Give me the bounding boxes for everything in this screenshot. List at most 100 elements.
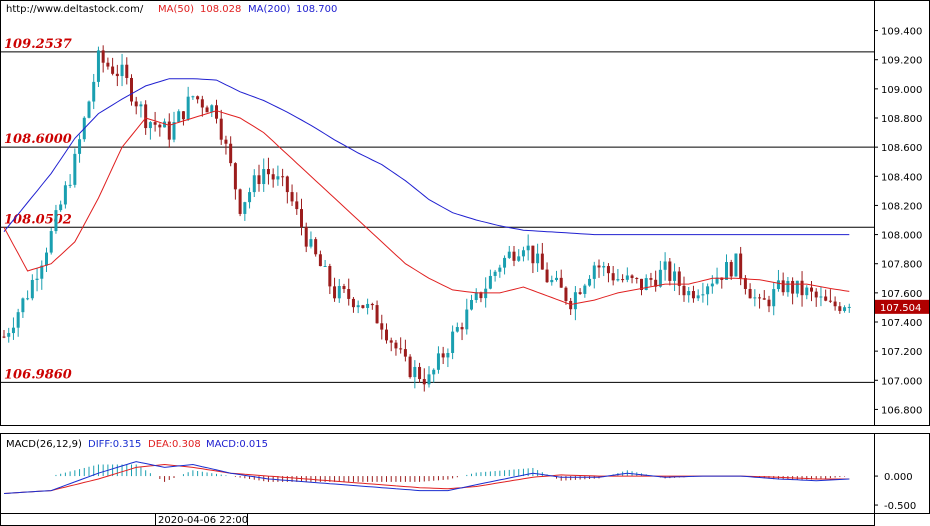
candle (493, 269, 497, 282)
candle (342, 283, 346, 294)
price-tick-label: 107.400 (881, 318, 922, 329)
candle (87, 100, 91, 119)
candle (186, 86, 190, 121)
price-tick-label: 108.400 (881, 172, 922, 183)
macd-title: MACD(26,12,9) (6, 439, 82, 450)
candle (399, 337, 403, 354)
candle (63, 181, 67, 209)
price-tick-label: 106.800 (881, 405, 922, 416)
candle (389, 337, 393, 352)
candle (436, 346, 440, 374)
candle (163, 118, 167, 128)
source-url: http://www.deltastock.com/ (6, 4, 144, 15)
candle (281, 168, 285, 187)
candle (687, 286, 691, 303)
candle (474, 288, 478, 303)
candle (696, 289, 700, 302)
candle (115, 64, 119, 87)
candle (531, 245, 535, 274)
candles (2, 45, 851, 392)
candle (73, 148, 77, 188)
candle (125, 57, 129, 85)
candle (285, 175, 289, 204)
candle (663, 252, 667, 281)
candle (158, 123, 162, 137)
macd-dea-label: DEA:0.308 (148, 439, 201, 450)
candle (597, 259, 601, 278)
candle (262, 158, 266, 192)
price-tick-label: 108.200 (881, 201, 922, 212)
current-price-label: 107.504 (880, 303, 921, 314)
candle (45, 247, 48, 273)
candle (455, 322, 459, 333)
candle (304, 222, 308, 253)
candle (333, 277, 337, 302)
candle (21, 297, 25, 318)
candle (408, 354, 412, 379)
candle (824, 289, 828, 302)
candle (512, 246, 516, 267)
candle (106, 57, 110, 70)
candle (120, 53, 124, 87)
candle (266, 157, 270, 185)
candle (30, 274, 34, 301)
candle (654, 270, 658, 292)
price-tick-label: 108.000 (881, 231, 922, 242)
candle (238, 188, 242, 217)
candle (347, 278, 351, 306)
candle (92, 73, 96, 110)
price-tick-label: 107.000 (881, 376, 922, 387)
candle (219, 109, 223, 145)
candle (795, 280, 799, 298)
macd-diff-label: DIFF:0.315 (88, 439, 141, 450)
price-tick-label: 108.800 (881, 114, 922, 125)
level-label-1: 108.6000 (4, 132, 72, 147)
ma200-label: MA(200) (248, 4, 290, 15)
candle (172, 111, 176, 143)
candle (521, 246, 525, 262)
candle (536, 243, 540, 272)
candle (545, 262, 549, 283)
candle (673, 263, 677, 292)
candle (295, 192, 299, 215)
price-tick-label: 109.200 (881, 56, 922, 67)
candle (200, 95, 204, 117)
candle (257, 164, 261, 192)
candle (68, 174, 72, 189)
candle (786, 276, 790, 297)
candle (361, 304, 365, 309)
candle (677, 266, 681, 296)
candle (833, 296, 837, 311)
candle (800, 271, 804, 307)
candle (148, 121, 152, 140)
candle (734, 253, 738, 277)
candle (564, 286, 568, 305)
candle (35, 267, 39, 292)
candle (767, 295, 771, 313)
candle (130, 74, 133, 106)
candle (616, 269, 620, 282)
candle (729, 259, 733, 280)
ma200-value: 108.700 (296, 4, 337, 15)
candle (181, 111, 185, 126)
candle (460, 322, 464, 341)
candle (54, 204, 58, 234)
candle (309, 231, 313, 249)
macd-tick-label: -0.500 (884, 501, 916, 512)
candle (196, 95, 200, 104)
candle (843, 305, 847, 313)
candle (111, 57, 115, 76)
candle (243, 201, 247, 221)
candle (101, 45, 105, 73)
level-label-0: 109.2537 (4, 37, 72, 52)
candle (847, 303, 851, 313)
macd-tick-label: 0.000 (884, 472, 913, 483)
candle (16, 308, 20, 337)
candle (588, 275, 592, 287)
candle (621, 274, 625, 283)
candle (413, 360, 417, 389)
candle (11, 317, 15, 340)
candle (153, 111, 157, 132)
candle (578, 288, 582, 295)
